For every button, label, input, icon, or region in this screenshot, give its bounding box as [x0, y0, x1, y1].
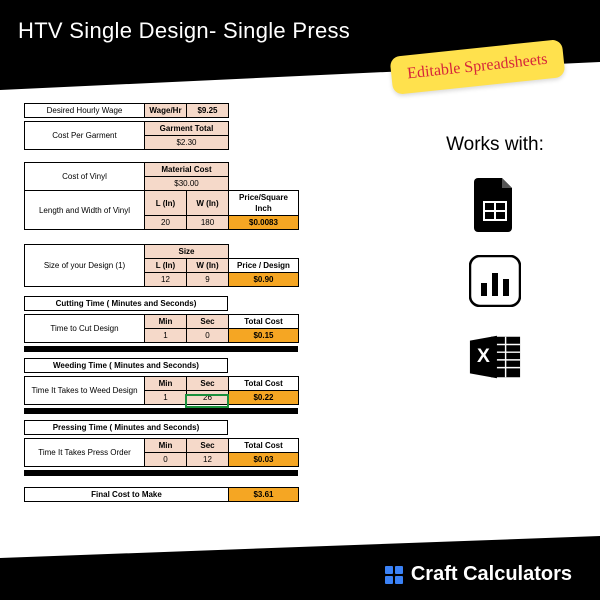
- pressing-table: Time It Takes Press Order Min Sec Total …: [24, 438, 299, 467]
- design-size-label: Size of your Design (1): [25, 245, 145, 287]
- pd-val: $0.90: [229, 273, 299, 287]
- final-val: $3.61: [229, 488, 299, 502]
- weeding-title: Weeding Time ( Minutes and Seconds): [24, 358, 228, 373]
- brand-grid-icon: [385, 566, 403, 584]
- pressing-title: Pressing Time ( Minutes and Seconds): [24, 420, 228, 435]
- cutting-min-val[interactable]: 1: [145, 329, 187, 343]
- vinyl-w-hdr: W (In): [187, 191, 229, 216]
- design-size-table: Size of your Design (1) Size L (In) W (I…: [24, 244, 299, 287]
- wage-val[interactable]: $9.25: [187, 104, 229, 118]
- vinyl-l-val[interactable]: 20: [145, 216, 187, 230]
- weeding-sec-hdr: Sec: [187, 377, 229, 391]
- material-cost-hdr: Material Cost: [145, 163, 229, 177]
- cutting-sec-hdr: Sec: [187, 315, 229, 329]
- excel-icon: X: [468, 330, 522, 384]
- design-w-val[interactable]: 9: [187, 273, 229, 287]
- spreadsheet-column: Desired Hourly Wage Wage/Hr $9.25 Cost P…: [0, 100, 390, 505]
- size-hdr: Size: [145, 245, 229, 259]
- wage-table: Desired Hourly Wage Wage/Hr $9.25: [24, 103, 229, 118]
- weeding-label: Time It Takes to Weed Design: [25, 377, 145, 405]
- divider-bar: [24, 408, 298, 414]
- psi-hdr: Price/Square Inch: [229, 191, 299, 216]
- garment-val[interactable]: $2.30: [145, 136, 229, 150]
- weeding-table: Time It Takes to Weed Design Min Sec Tot…: [24, 376, 299, 405]
- cutting-sec-val[interactable]: 0: [187, 329, 229, 343]
- vinyl-cost-label: Cost of Vinyl: [25, 163, 145, 191]
- vinyl-dims-label: Length and Width of Vinyl: [25, 191, 145, 230]
- wage-hr-hdr: Wage/Hr: [145, 104, 187, 118]
- pressing-label: Time It Takes Press Order: [25, 439, 145, 467]
- vinyl-w-val[interactable]: 180: [187, 216, 229, 230]
- sidebar: Works with:: [390, 100, 600, 505]
- cutting-table: Time to Cut Design Min Sec Total Cost 1 …: [24, 314, 299, 343]
- final-label: Final Cost to Make: [25, 488, 229, 502]
- garment-label: Cost Per Garment: [25, 122, 145, 150]
- design-l-val[interactable]: 12: [145, 273, 187, 287]
- vinyl-l-hdr: L (In): [145, 191, 187, 216]
- garment-table: Cost Per Garment Garment Total $2.30: [24, 121, 229, 150]
- final-table: Final Cost to Make $3.61: [24, 487, 299, 502]
- pressing-tc-val: $0.03: [229, 453, 299, 467]
- design-l-hdr: L (In): [145, 259, 187, 273]
- weeding-tc-hdr: Total Cost: [229, 377, 299, 391]
- cutting-label: Time to Cut Design: [25, 315, 145, 343]
- wage-label: Desired Hourly Wage: [25, 104, 145, 118]
- chart-icon: [468, 254, 522, 308]
- weeding-min-hdr: Min: [145, 377, 187, 391]
- divider-bar: [24, 470, 298, 476]
- material-cost-val[interactable]: $30.00: [145, 177, 229, 191]
- cutting-title: Cutting Time ( Minutes and Seconds): [24, 296, 228, 311]
- weeding-tc-val: $0.22: [229, 391, 299, 405]
- works-with-label: Works with:: [390, 134, 600, 156]
- pressing-min-val[interactable]: 0: [145, 453, 187, 467]
- footer-brand: Craft Calculators: [385, 563, 572, 586]
- pressing-min-hdr: Min: [145, 439, 187, 453]
- google-sheets-icon: [468, 178, 522, 232]
- cutting-min-hdr: Min: [145, 315, 187, 329]
- cutting-tc-val: $0.15: [229, 329, 299, 343]
- pressing-sec-hdr: Sec: [187, 439, 229, 453]
- brand-text: Craft Calculators: [411, 563, 572, 586]
- page-title: HTV Single Design- Single Press: [18, 18, 350, 44]
- cutting-tc-hdr: Total Cost: [229, 315, 299, 329]
- pressing-sec-val[interactable]: 12: [187, 453, 229, 467]
- vinyl-table: Cost of Vinyl Material Cost $30.00 Lengt…: [24, 162, 299, 230]
- design-w-hdr: W (In): [187, 259, 229, 273]
- divider-bar: [24, 346, 298, 352]
- main-content: Desired Hourly Wage Wage/Hr $9.25 Cost P…: [0, 100, 600, 505]
- pressing-tc-hdr: Total Cost: [229, 439, 299, 453]
- pd-hdr: Price / Design: [229, 259, 299, 273]
- psi-val: $0.0083: [229, 216, 299, 230]
- svg-text:X: X: [477, 346, 490, 367]
- selected-cell-indicator: [186, 395, 228, 407]
- weeding-min-val[interactable]: 1: [145, 391, 187, 405]
- garment-hdr: Garment Total: [145, 122, 229, 136]
